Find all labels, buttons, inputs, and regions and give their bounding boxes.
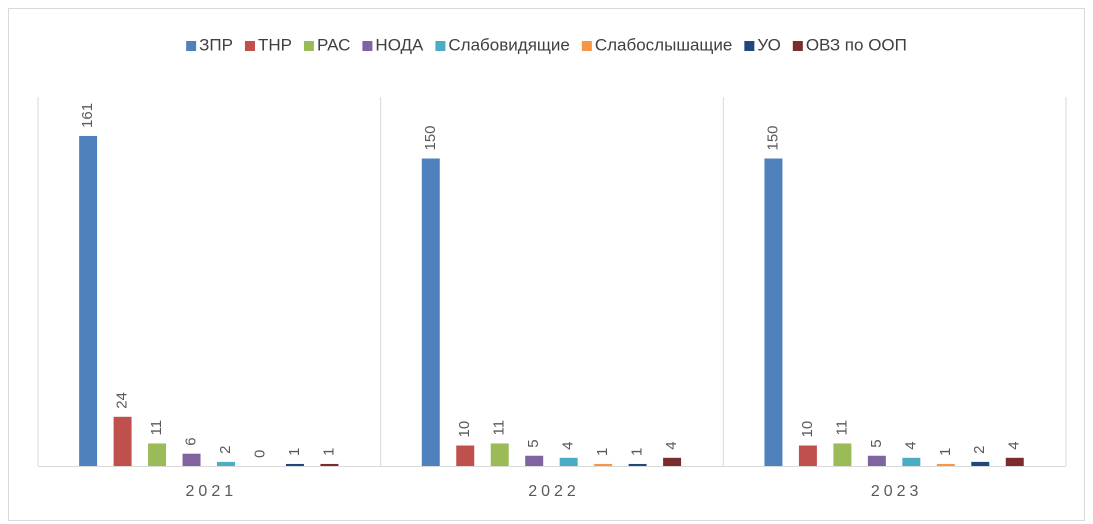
- data-label: 11: [148, 420, 165, 436]
- legend: ЗПР ТНР РАС НОДА Слабовидящие Слабослышащие УО…: [186, 35, 907, 54]
- legend-swatch: [244, 41, 255, 51]
- data-label: 6: [183, 437, 200, 445]
- bar: [628, 463, 647, 466]
- bar: [971, 461, 990, 466]
- bar: [663, 457, 682, 466]
- data-label: 150: [764, 125, 781, 150]
- bar: [936, 463, 955, 466]
- legend-label: НОДА: [375, 35, 424, 54]
- legend-label: ЗПР: [199, 35, 233, 54]
- chart-frame: [8, 8, 1085, 521]
- legend-swatch: [362, 41, 373, 51]
- bar: [833, 443, 852, 466]
- legend-swatch: [435, 41, 446, 51]
- data-label: 4: [1006, 441, 1023, 449]
- x-tick-label: 2023: [871, 483, 923, 500]
- bar: [421, 158, 440, 466]
- bar: [594, 463, 613, 466]
- data-label: 4: [560, 441, 577, 449]
- bar: [902, 457, 921, 466]
- legend-swatch: [303, 41, 314, 51]
- bar: [456, 445, 475, 466]
- data-label: 1: [937, 448, 954, 456]
- bar: [217, 461, 235, 466]
- bar: [559, 457, 578, 466]
- data-label: 10: [456, 421, 473, 438]
- x-tick-label: 2022: [528, 483, 580, 500]
- data-label: 5: [525, 439, 542, 447]
- data-label: 2: [217, 446, 234, 454]
- bar: [320, 463, 339, 466]
- data-label: 1: [286, 448, 303, 456]
- data-label: 150: [422, 125, 439, 150]
- bar: [182, 453, 201, 466]
- bar: [1005, 457, 1024, 466]
- data-label: 11: [833, 420, 850, 436]
- bar: [113, 416, 132, 466]
- legend-label: РАС: [317, 35, 350, 54]
- data-label: 1: [629, 448, 646, 456]
- data-label: 4: [663, 441, 680, 449]
- bar: [867, 455, 886, 466]
- bar: [525, 455, 544, 466]
- data-label: 10: [799, 421, 816, 438]
- data-label: 24: [114, 392, 131, 409]
- data-label: 11: [491, 420, 508, 436]
- legend-label: ОВЗ по ООП: [806, 35, 907, 54]
- legend-label: Слабослышащие: [595, 35, 733, 54]
- data-label: 1: [320, 448, 337, 456]
- legend-swatch: [581, 41, 592, 51]
- bar: [798, 445, 817, 466]
- bar: [285, 463, 304, 466]
- legend-swatch: [186, 41, 197, 51]
- data-label: 0: [251, 450, 268, 458]
- data-label: 1: [594, 448, 611, 456]
- legend-swatch: [792, 41, 803, 51]
- bar: [764, 158, 783, 466]
- data-label: 4: [902, 441, 919, 449]
- legend-label: УО: [757, 35, 780, 54]
- data-label: 5: [868, 439, 885, 447]
- bar: [490, 443, 509, 466]
- legend-swatch: [744, 41, 755, 51]
- x-tick-label: 2021: [186, 483, 238, 500]
- bar: [148, 443, 167, 466]
- data-label: 2: [971, 446, 988, 454]
- legend-label: ТНР: [258, 35, 292, 54]
- data-label: 161: [79, 103, 96, 128]
- legend-label: Слабовидящие: [448, 35, 569, 54]
- bar: [79, 135, 98, 466]
